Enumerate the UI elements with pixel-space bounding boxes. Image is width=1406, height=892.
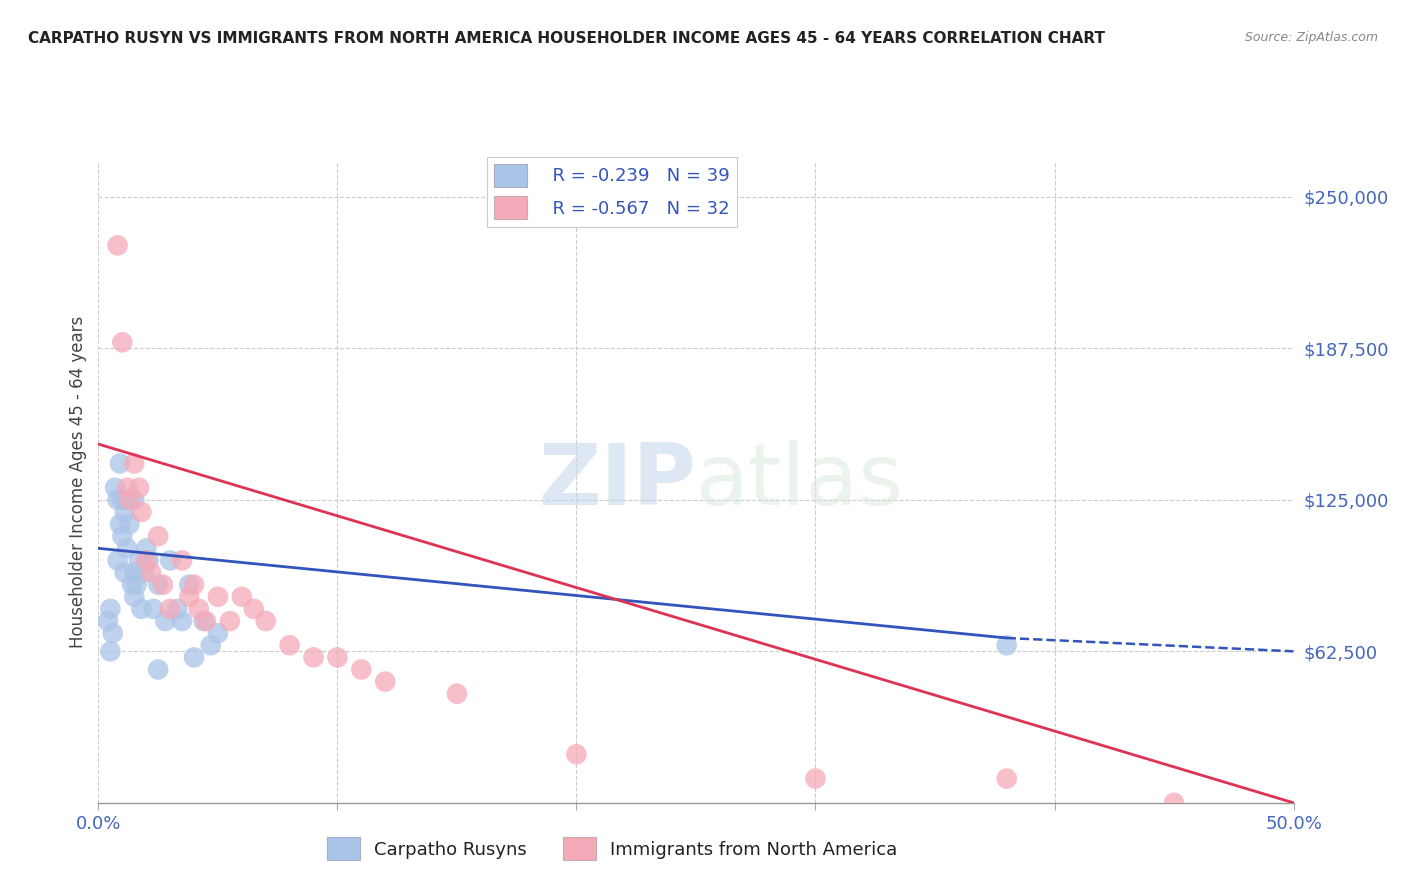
Point <box>124 457 146 471</box>
Point <box>193 614 215 628</box>
Point <box>183 577 205 591</box>
Point <box>111 335 134 350</box>
Text: Source: ZipAtlas.com: Source: ZipAtlas.com <box>1244 31 1378 45</box>
Point <box>108 457 131 471</box>
Point <box>200 638 222 652</box>
Point <box>1163 796 1185 810</box>
Point <box>565 747 588 762</box>
Point <box>115 492 138 507</box>
Point <box>128 481 150 495</box>
Point <box>446 687 468 701</box>
Point <box>131 505 153 519</box>
Point <box>125 577 148 591</box>
Point <box>159 553 181 567</box>
Point <box>148 529 170 543</box>
Point <box>115 541 138 556</box>
Point <box>207 626 229 640</box>
Point <box>995 638 1018 652</box>
Point <box>97 614 120 628</box>
Point <box>139 566 162 580</box>
Point <box>374 674 396 689</box>
Text: atlas: atlas <box>696 440 904 524</box>
Point <box>243 602 266 616</box>
Point <box>183 650 205 665</box>
Point <box>148 663 170 677</box>
Point <box>179 577 201 591</box>
Point <box>302 650 325 665</box>
Point <box>135 553 157 567</box>
Point <box>326 650 349 665</box>
Point <box>254 614 277 628</box>
Point <box>115 481 138 495</box>
Point <box>107 238 129 252</box>
Point <box>172 553 194 567</box>
Point <box>104 481 127 495</box>
Point <box>118 517 141 532</box>
Point <box>187 602 209 616</box>
Point <box>207 590 229 604</box>
Point <box>148 577 170 591</box>
Point <box>121 577 143 591</box>
Point <box>804 772 827 786</box>
Point <box>114 505 136 519</box>
Point <box>179 590 201 604</box>
Point <box>107 492 129 507</box>
Point <box>152 577 174 591</box>
Point <box>111 492 134 507</box>
Point <box>166 602 188 616</box>
Point <box>132 566 155 580</box>
Point <box>101 626 124 640</box>
Point <box>124 590 146 604</box>
Point <box>155 614 177 628</box>
Point <box>118 492 141 507</box>
Text: CARPATHO RUSYN VS IMMIGRANTS FROM NORTH AMERICA HOUSEHOLDER INCOME AGES 45 - 64 : CARPATHO RUSYN VS IMMIGRANTS FROM NORTH … <box>28 31 1105 46</box>
Legend: Carpatho Rusyns, Immigrants from North America: Carpatho Rusyns, Immigrants from North A… <box>321 830 904 868</box>
Point <box>131 602 153 616</box>
Point <box>111 529 134 543</box>
Point <box>995 772 1018 786</box>
Point <box>278 638 301 652</box>
Point <box>159 602 181 616</box>
Point <box>114 566 136 580</box>
Point <box>128 553 150 567</box>
Point <box>124 566 146 580</box>
Point <box>108 517 131 532</box>
Point <box>142 602 165 616</box>
Point <box>98 644 122 658</box>
Point <box>172 614 194 628</box>
Text: ZIP: ZIP <box>538 440 696 524</box>
Point <box>231 590 253 604</box>
Point <box>98 602 122 616</box>
Point <box>107 553 129 567</box>
Point <box>350 663 373 677</box>
Point <box>219 614 242 628</box>
Y-axis label: Householder Income Ages 45 - 64 years: Householder Income Ages 45 - 64 years <box>69 316 87 648</box>
Point <box>138 553 160 567</box>
Point <box>124 492 146 507</box>
Point <box>194 614 217 628</box>
Point <box>135 541 157 556</box>
